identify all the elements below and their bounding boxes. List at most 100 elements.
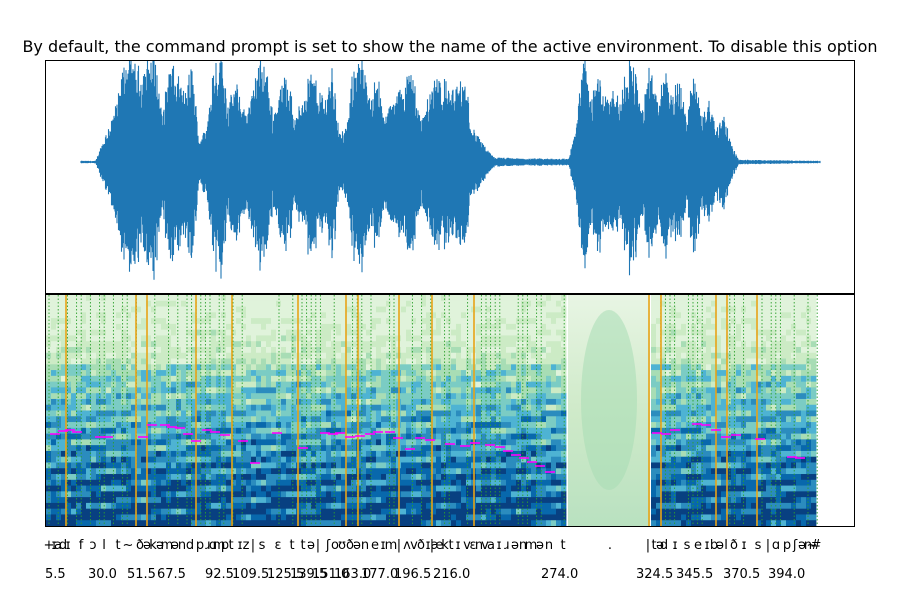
spectrogram-cell [741, 497, 747, 504]
spectrogram-cell [696, 502, 702, 510]
spectrogram-cell [741, 514, 747, 521]
spectrogram-cell [136, 491, 142, 498]
spectrogram-cell [451, 306, 457, 313]
spectrogram-cell [301, 514, 307, 521]
spectrogram-cell [401, 352, 407, 359]
spectrogram-cell [411, 398, 417, 406]
spectrogram-cell [526, 456, 532, 463]
spectrogram-cell [701, 445, 707, 452]
spectrogram-cell [501, 456, 507, 463]
spectrogram-cell [181, 318, 187, 325]
spectrogram-cell [746, 474, 752, 481]
spectrogram-cell [561, 335, 567, 342]
spectrogram-cell [66, 485, 72, 492]
spectrogram-cell [351, 295, 357, 302]
spectrogram-cell [131, 450, 137, 458]
spectrogram-cell [111, 398, 117, 406]
spectrogram-cell [271, 387, 277, 394]
spectrogram-cell [456, 410, 462, 417]
spectrogram-cell [166, 450, 172, 458]
spectrogram-cell [691, 323, 697, 331]
spectrogram-cell [551, 508, 557, 515]
spectrogram-cell [501, 335, 507, 342]
spectrogram-cell [481, 295, 487, 302]
spectrogram-cell [216, 416, 222, 423]
spectrogram-cell [346, 410, 352, 417]
spectrogram-cell [446, 381, 452, 388]
spectrogram-cell [661, 514, 667, 521]
spectrogram-cell [241, 520, 247, 526]
spectrogram-cell [336, 312, 342, 319]
spectrogram-cell [496, 387, 502, 394]
spectrogram-cell [651, 520, 657, 526]
spectrogram-cell [156, 393, 162, 400]
spectrogram-cell [486, 300, 492, 307]
spectrogram-cell [451, 502, 457, 510]
spectrogram-cell [711, 508, 717, 515]
spectrogram-cell [211, 300, 217, 307]
spectrogram-cell [516, 474, 522, 481]
spectrogram-cell [56, 410, 62, 417]
spectrogram-cell [461, 346, 467, 354]
spectrogram-cell [226, 329, 232, 336]
spectrogram-cell [196, 358, 202, 365]
spectrogram-cell [406, 370, 412, 377]
spectrogram-cell [716, 508, 722, 515]
spectrogram-cell [206, 300, 212, 307]
spectrogram-cell [351, 439, 357, 446]
spectrogram-cell [176, 491, 182, 498]
spectrogram-cell [351, 398, 357, 406]
spectrogram-cell [201, 404, 207, 411]
spectrogram-cell [501, 312, 507, 319]
spectrogram-cell [741, 300, 747, 307]
spectrogram-cell [76, 329, 82, 336]
spectrogram-cell [456, 474, 462, 481]
spectrogram-cell [671, 497, 677, 504]
spectrogram-cell [556, 306, 562, 313]
spectrogram-cell [71, 346, 77, 354]
spectrogram-cell [106, 404, 112, 411]
spectrogram-cell [301, 462, 307, 469]
spectrogram-cell [386, 474, 392, 481]
spectrogram-cell [441, 370, 447, 377]
spectrogram-cell [736, 456, 742, 463]
spectrogram-cell [511, 485, 517, 492]
spectrogram-cell [226, 433, 232, 440]
spectrogram-cell [531, 341, 537, 348]
spectrogram-cell [141, 450, 147, 458]
spectrogram-cell [181, 410, 187, 417]
spectrogram-cell [656, 295, 662, 302]
spectrogram-cell [461, 318, 467, 325]
spectrogram-cell [451, 312, 457, 319]
spectrogram-cell [456, 491, 462, 498]
spectrogram-cell [671, 300, 677, 307]
spectrogram-cell [751, 445, 757, 452]
spectrogram-cell [671, 410, 677, 417]
spectrogram-cell [466, 306, 472, 313]
spectrogram-cell [416, 450, 422, 458]
spectrogram-cell [311, 352, 317, 359]
spectrogram-cell [146, 306, 152, 313]
spectrogram-cell [461, 422, 467, 429]
spectrogram-cell [341, 323, 347, 331]
spectrogram-cell [196, 346, 202, 354]
spectrogram-cell [186, 393, 192, 400]
spectrogram-cell [91, 306, 97, 313]
spectrogram-cell [126, 387, 132, 394]
spectrogram-cell [336, 502, 342, 510]
spectrogram-cell [671, 335, 677, 342]
spectrogram-cell [271, 346, 277, 354]
spectrogram-cell [486, 468, 492, 475]
spectrogram-cell [106, 329, 112, 336]
spectrogram-cell [341, 312, 347, 319]
spectrogram-cell [546, 404, 552, 411]
spectrogram-cell [131, 318, 137, 325]
spectrogram-cell [246, 410, 252, 417]
spectrogram-cell [546, 318, 552, 325]
spectrogram-cell [426, 445, 432, 452]
spectrogram-cell [731, 410, 737, 417]
spectrogram-cell [451, 346, 457, 354]
spectrogram-cell [431, 370, 437, 377]
spectrogram-cell [196, 485, 202, 492]
spectrogram-cell [381, 404, 387, 411]
